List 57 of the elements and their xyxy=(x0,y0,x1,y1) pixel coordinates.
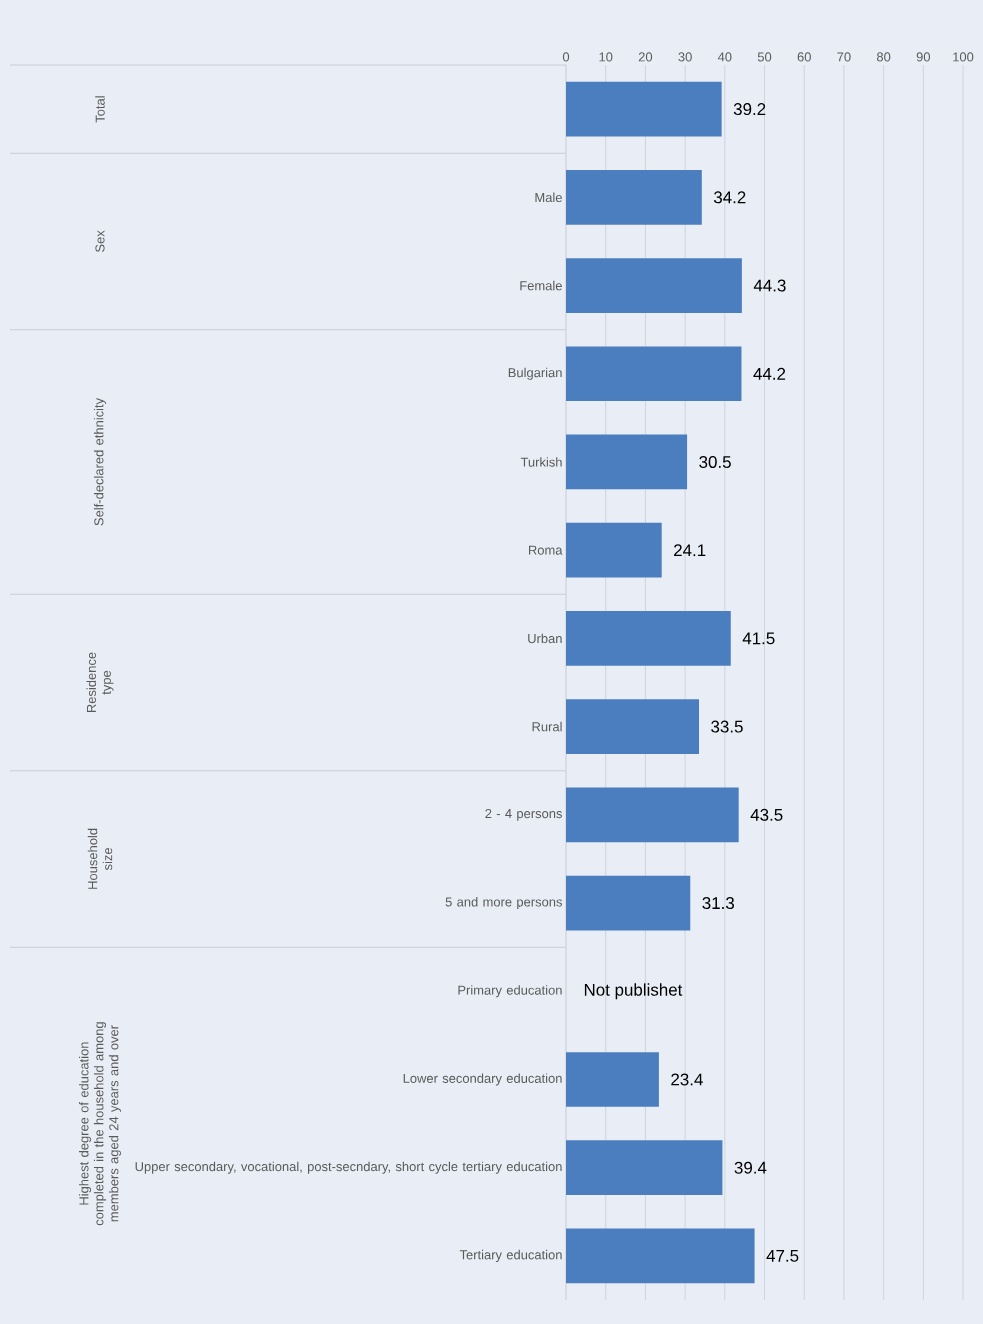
bar xyxy=(566,1140,723,1196)
x-tick-label: 50 xyxy=(757,52,772,62)
y-tick-label: 2 - 4 persons xyxy=(485,808,562,821)
data-label: 33.5 xyxy=(711,720,743,733)
bar xyxy=(566,699,699,754)
bar xyxy=(566,81,722,137)
bar xyxy=(566,787,739,843)
y-tick-label: Tertiary education xyxy=(459,1249,562,1262)
text: Household size xyxy=(87,828,113,889)
bar xyxy=(566,346,742,402)
bar xyxy=(566,875,691,931)
x-tick-label: 100 xyxy=(953,52,974,62)
data-label: 30.5 xyxy=(699,455,731,468)
bar xyxy=(566,434,688,490)
x-tick-label: 60 xyxy=(797,52,811,62)
text: Self-declared ethnicity xyxy=(93,397,107,526)
bar xyxy=(566,611,731,666)
annotation: Not publishet xyxy=(584,983,683,1000)
y-tick-label: Rural xyxy=(532,721,562,732)
bar xyxy=(566,1052,659,1107)
x-tick-label: 70 xyxy=(837,52,851,62)
y-tick-label: Male xyxy=(535,192,562,203)
data-label: 47.5 xyxy=(766,1249,799,1262)
x-tick-label: 90 xyxy=(916,52,931,62)
data-label: 34.2 xyxy=(713,191,746,204)
y-tick-label: Roma xyxy=(528,545,563,555)
x-tick-label: 10 xyxy=(599,52,613,62)
data-label: 31.3 xyxy=(702,897,734,910)
x-tick-label: 30 xyxy=(678,52,692,62)
data-label: 23.4 xyxy=(671,1073,703,1086)
data-label: 44.3 xyxy=(753,279,786,292)
y-tick-label: Upper secondary, vocational, post-secndary, short cycle tertiary education xyxy=(135,1161,562,1174)
data-label: 41.5 xyxy=(742,632,775,645)
data-label: 39.2 xyxy=(733,103,766,116)
bar xyxy=(566,169,702,225)
y-tick-label: Primary education xyxy=(458,985,562,998)
x-tick-label: 0 xyxy=(562,52,570,62)
data-label: 39.4 xyxy=(734,1161,767,1174)
y-tick-label: Turkish xyxy=(520,457,562,467)
text: Sex xyxy=(95,230,105,252)
text: Residence type xyxy=(86,652,114,713)
y-tick-label: Female xyxy=(520,280,562,291)
bar xyxy=(566,1228,755,1284)
bar xyxy=(566,522,662,578)
x-tick-label: 40 xyxy=(717,52,732,62)
y-tick-label: 5 and more persons xyxy=(445,897,562,910)
y-tick-label: Lower secondary education xyxy=(403,1073,562,1086)
y-tick-label: Urban xyxy=(528,633,562,644)
data-label: 24.1 xyxy=(674,544,706,557)
bar xyxy=(566,258,742,313)
data-label: 43.5 xyxy=(750,808,783,821)
x-tick-label: 20 xyxy=(638,52,653,62)
text: Total xyxy=(95,96,105,123)
text: Highest degree of education completed in the household among members aged 24 years and over xyxy=(79,1022,121,1226)
data-label: 44.2 xyxy=(753,367,786,380)
y-tick-label: Bulgarian xyxy=(508,367,562,380)
x-tick-label: 80 xyxy=(876,52,891,62)
